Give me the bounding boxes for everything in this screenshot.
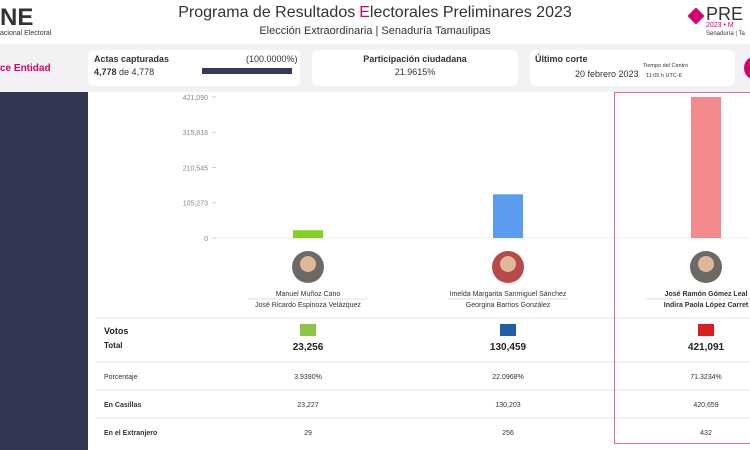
cell: Porcentaje <box>104 374 138 381</box>
total: 130,459 <box>490 342 527 353</box>
value: 20 febrero 2023 <box>575 69 639 79</box>
suplente-name: Indira Paola López Carret <box>664 302 749 309</box>
prep-year: 2023 • M <box>706 22 734 29</box>
y-tick-label: 0 <box>204 236 208 243</box>
sidebar <box>0 92 88 450</box>
value: de 4,778 <box>119 67 155 77</box>
progress-bar <box>202 68 292 74</box>
value: 4,778 <box>94 67 117 77</box>
candidate-name: Imelda Margarita Sanmiguel Sánchez <box>450 291 567 298</box>
chart: 0 105,273 210,545 315,818 421,090 Manuel Muño… <box>96 95 750 437</box>
party-logo <box>698 324 714 336</box>
cell: 3.9390% <box>294 374 322 381</box>
candidate-name: José Ramón Gómez Leal <box>665 291 748 298</box>
title-part: Programa de Resultados <box>178 4 356 21</box>
label: Último corte <box>535 54 588 64</box>
cell: 29 <box>304 430 312 437</box>
candidate-name: Manuel Muñoz Cano <box>276 291 341 298</box>
y-tick-label: 105,273 <box>183 201 208 208</box>
label: Actas capturadas <box>94 54 170 64</box>
value: 11:05 h UTC-6 <box>646 73 682 79</box>
photo-face <box>300 256 316 272</box>
total: 23,256 <box>293 342 324 353</box>
photo-face <box>698 256 714 272</box>
suplente-name: Georgina Barrios González <box>466 302 551 309</box>
label: Participación ciudadana <box>363 54 467 64</box>
title-part: E <box>359 4 370 21</box>
part-card <box>312 50 518 86</box>
winner-highlight <box>614 92 750 444</box>
cell: 432 <box>700 430 712 437</box>
total: 421,091 <box>688 342 725 353</box>
subtitle: Elección Extraordinaria | Senaduría Tama… <box>259 25 491 37</box>
value: 21.9615% <box>394 67 436 77</box>
menu-button[interactable] <box>744 56 750 80</box>
party-logo <box>500 324 516 336</box>
title: Programa de Resultados Electorales Prelim… <box>178 4 572 22</box>
y-tick-label: 315,818 <box>183 130 208 137</box>
bar <box>293 230 323 238</box>
value: (100.0000%) <box>246 54 298 64</box>
cell: 23,227 <box>297 402 319 409</box>
corte-card <box>530 50 735 86</box>
cell: 420,659 <box>693 402 718 409</box>
prep-sub: Senaduría | Ta <box>706 31 745 37</box>
votos-label: Votos <box>104 326 128 336</box>
prep-logo: PRE <box>706 4 744 24</box>
logo-sub: acional Electoral <box>0 30 52 37</box>
y-tick-label: 210,545 <box>183 166 208 173</box>
cell: En el Extranjero <box>104 430 157 437</box>
logo: NE <box>0 4 34 31</box>
photo-face <box>500 256 516 272</box>
cell: 22.0968% <box>492 374 524 381</box>
title-part: lectorales Preliminares 2023 <box>369 4 572 21</box>
bar <box>493 194 523 238</box>
bar <box>691 96 721 238</box>
header <box>0 0 750 44</box>
cell: 256 <box>502 430 514 437</box>
value: Tiempo del Centro <box>643 63 689 69</box>
total-label: Total <box>104 341 123 350</box>
cell: 71.3234% <box>690 374 722 381</box>
party-logo <box>300 324 316 336</box>
cell: 130,203 <box>495 402 520 409</box>
nav-link[interactable]: ce Entidad <box>0 63 51 74</box>
y-tick-label: 421,090 <box>183 95 208 102</box>
cell: En Casillas <box>104 402 141 409</box>
suplente-name: José Ricardo Espinoza Velázquez <box>255 302 361 309</box>
